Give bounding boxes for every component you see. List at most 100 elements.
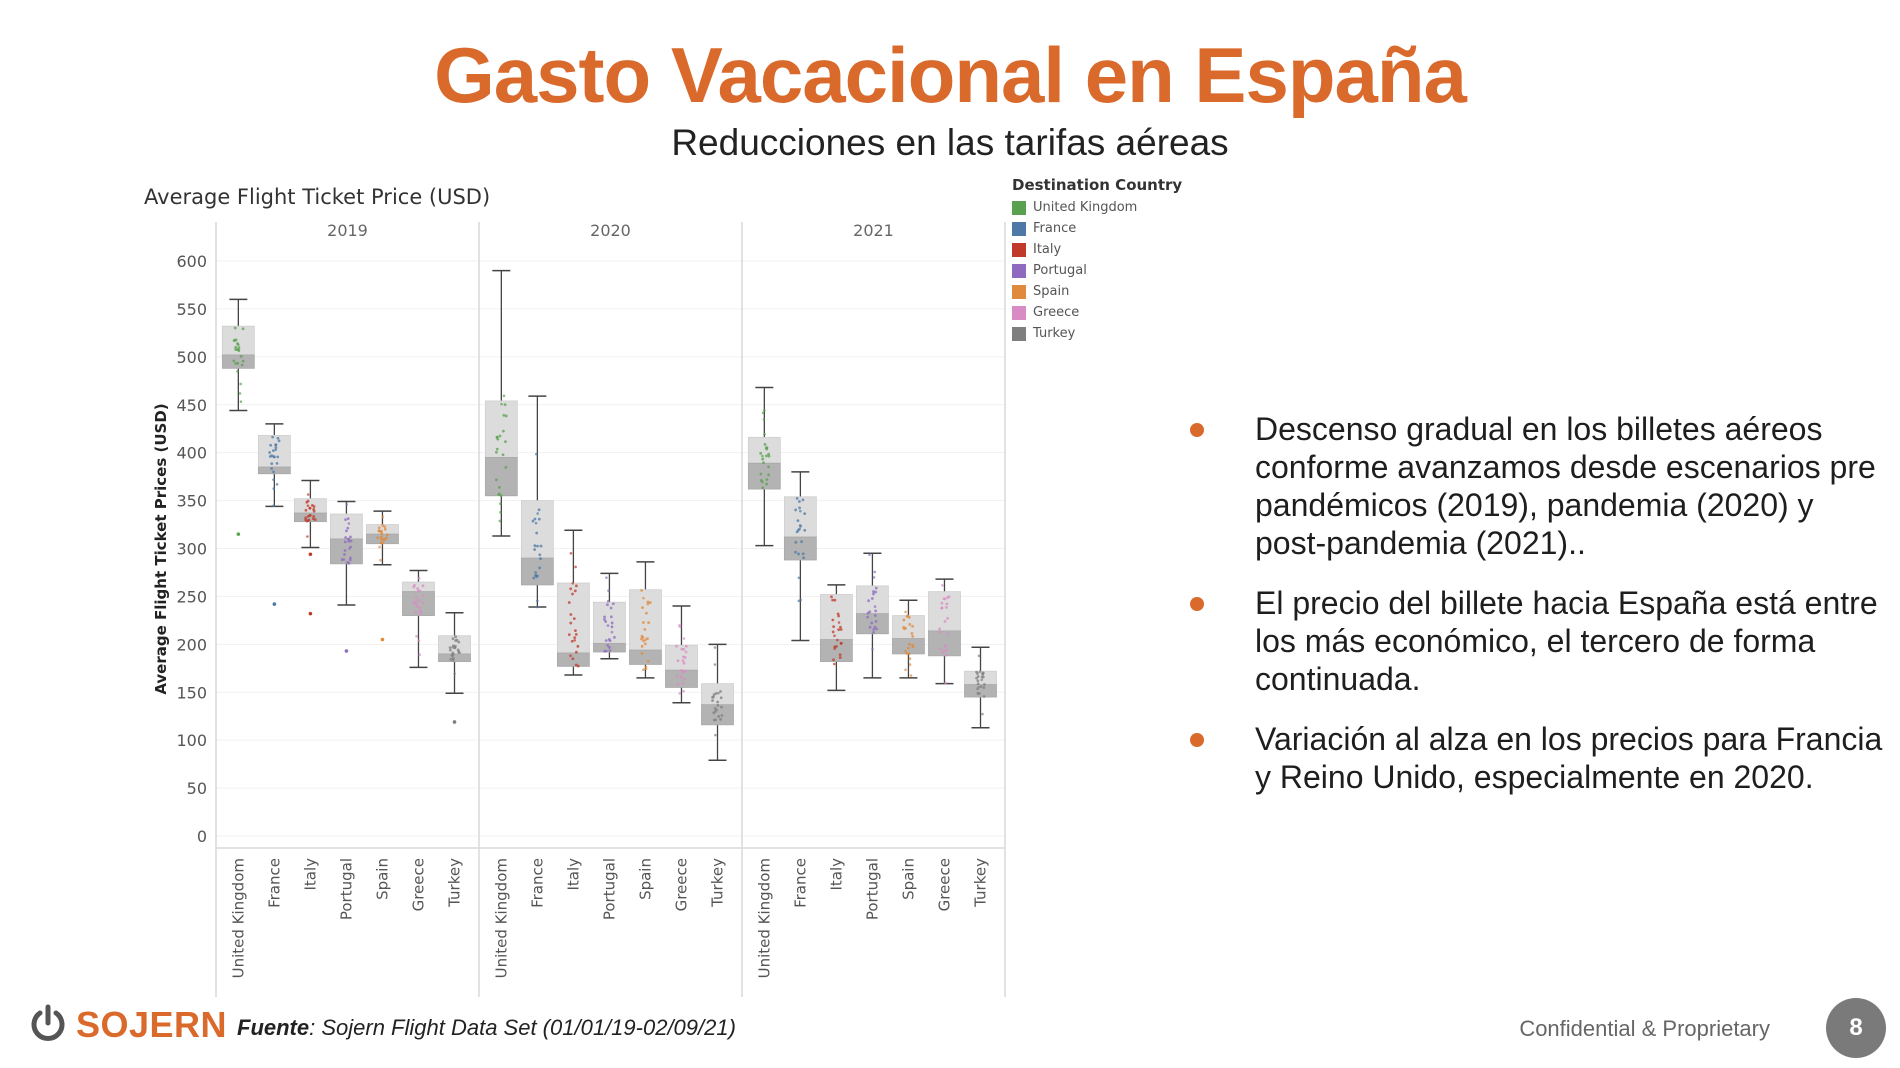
data-point — [538, 566, 542, 570]
page-subtitle: Reducciones en las tarifas aéreas — [671, 122, 1229, 163]
data-point — [241, 327, 245, 331]
data-point — [534, 521, 538, 525]
data-point — [720, 705, 723, 709]
data-point — [535, 605, 539, 609]
data-point — [678, 692, 682, 695]
data-point — [606, 603, 609, 607]
data-point — [976, 682, 980, 686]
data-point — [451, 646, 455, 649]
box-lower — [257, 466, 291, 475]
data-point — [767, 473, 771, 477]
data-point — [415, 634, 418, 638]
data-point — [274, 446, 278, 450]
data-point — [676, 683, 680, 687]
x-tick-label: United Kingdom — [755, 858, 773, 978]
y-tick-label: 350 — [176, 492, 207, 511]
data-point — [866, 615, 870, 619]
data-point — [448, 646, 452, 650]
data-point — [765, 478, 769, 481]
data-point — [453, 672, 456, 675]
data-point — [904, 626, 907, 630]
data-point — [502, 394, 506, 398]
data-point — [605, 576, 608, 579]
page-number: 8 — [1826, 998, 1886, 1058]
data-point — [571, 582, 575, 585]
data-point — [944, 644, 947, 648]
x-tick-label: Spain — [899, 858, 917, 900]
data-point — [640, 588, 643, 592]
data-point — [762, 418, 766, 421]
data-point — [837, 628, 841, 632]
data-point — [872, 576, 876, 579]
data-point — [643, 627, 647, 631]
data-point — [347, 538, 350, 541]
data-point — [607, 645, 611, 649]
data-point — [383, 527, 387, 531]
box-lower — [701, 704, 734, 726]
data-point — [797, 576, 801, 580]
data-point — [418, 653, 422, 656]
data-point — [381, 541, 384, 545]
data-point — [494, 450, 498, 454]
data-point — [714, 733, 717, 737]
data-point — [567, 633, 571, 637]
x-tick-label: Portugal — [337, 858, 355, 920]
data-point — [837, 614, 841, 618]
data-point — [499, 511, 502, 514]
data-point — [907, 642, 911, 646]
data-point — [603, 617, 606, 621]
data-point — [711, 699, 714, 702]
data-point — [452, 653, 455, 656]
data-point — [648, 601, 652, 604]
data-point — [576, 644, 580, 648]
data-point — [763, 443, 767, 446]
data-point — [831, 618, 835, 622]
box-lower — [293, 512, 327, 523]
data-point — [610, 630, 614, 634]
data-point — [269, 443, 273, 447]
data-point — [907, 616, 911, 619]
data-point — [345, 503, 349, 506]
legend-label: Portugal — [1033, 263, 1087, 278]
data-point — [571, 592, 574, 596]
data-point — [803, 512, 807, 515]
data-point — [348, 558, 352, 562]
data-point — [980, 678, 984, 682]
data-point — [945, 653, 948, 657]
data-point — [761, 457, 765, 461]
data-point — [642, 621, 645, 624]
data-point — [378, 545, 381, 549]
data-point — [759, 472, 763, 476]
data-point — [643, 642, 647, 646]
bullet-dot-icon — [1190, 733, 1204, 747]
y-tick-label: 400 — [176, 444, 207, 463]
data-point — [498, 502, 502, 505]
panel-header: 2019 — [327, 221, 368, 240]
data-point — [457, 640, 461, 644]
data-point — [760, 480, 764, 484]
data-point — [765, 454, 768, 458]
data-point — [385, 536, 388, 540]
legend-swatch — [1012, 263, 1026, 278]
data-point — [234, 345, 238, 349]
data-point — [306, 519, 310, 522]
data-point — [717, 715, 721, 718]
data-point — [418, 589, 422, 593]
data-point — [539, 544, 543, 548]
data-point — [567, 601, 571, 604]
data-point — [830, 595, 833, 599]
data-point — [719, 690, 722, 693]
data-point — [682, 661, 686, 665]
data-point — [414, 596, 418, 599]
data-point — [343, 540, 347, 544]
data-point — [448, 648, 452, 652]
bullet-dot-icon — [1190, 597, 1204, 611]
data-point — [604, 620, 608, 623]
box-lower — [520, 557, 554, 586]
data-point — [379, 537, 383, 541]
data-point — [607, 637, 611, 641]
data-point — [232, 359, 236, 363]
data-point — [383, 525, 387, 529]
data-point — [377, 529, 381, 533]
sojern-logo: SOJERN — [28, 1004, 227, 1046]
